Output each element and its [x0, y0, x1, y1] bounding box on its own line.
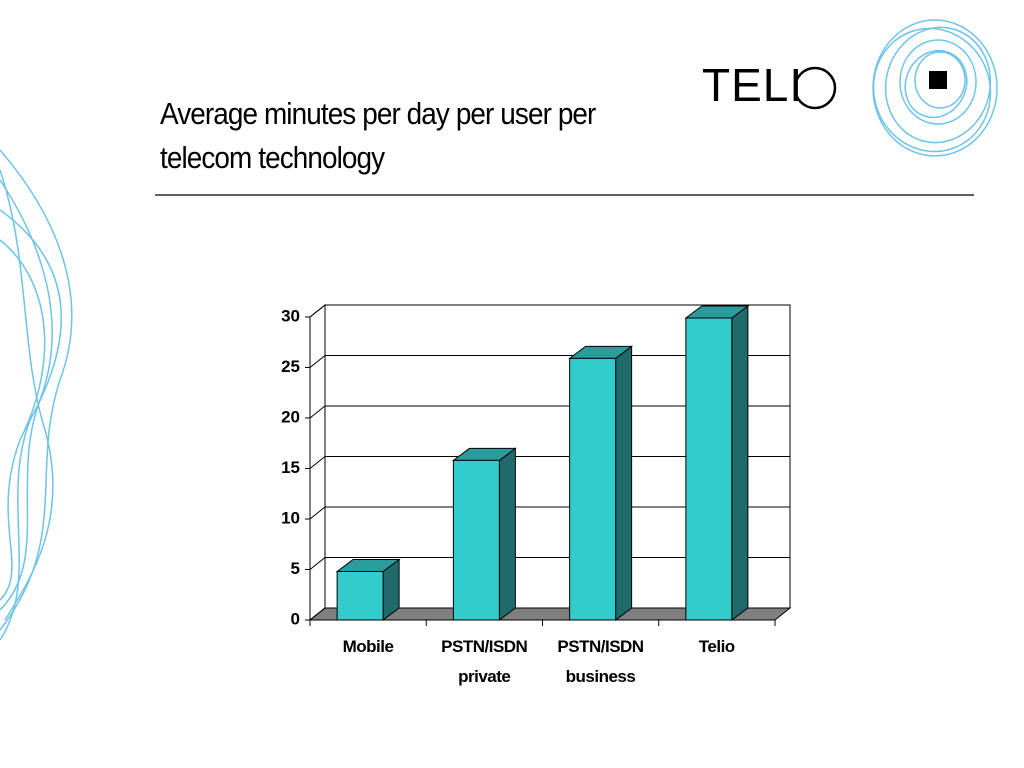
- bar: [335, 558, 401, 621]
- bar-side: [615, 345, 633, 621]
- y-tick-label: 15: [281, 458, 300, 477]
- x-tick-label: PSTN/ISDN business: [557, 637, 644, 686]
- y-tick-label: 5: [291, 559, 300, 578]
- y-tick-label: 0: [291, 609, 300, 628]
- y-tick-label: 20: [281, 407, 300, 426]
- bar-side: [731, 305, 749, 621]
- x-tick-label: Mobile: [342, 637, 394, 656]
- grid-line-side: [309, 355, 326, 368]
- x-tick-label: Telio: [698, 637, 735, 656]
- bar-front: [569, 357, 617, 621]
- bar-front: [452, 459, 500, 621]
- grid-line-side: [309, 607, 326, 621]
- bar: [684, 305, 750, 621]
- logo-square: [929, 71, 947, 89]
- bar: [451, 447, 517, 621]
- y-tick-label: 30: [281, 306, 300, 325]
- logo-text: TELI: [702, 59, 804, 111]
- bar-side: [498, 447, 516, 621]
- bar: [568, 345, 634, 621]
- chart-title: Average minutes per day per user per tel…: [160, 96, 596, 175]
- decor-swirl: [0, 19, 998, 641]
- bar-front: [685, 317, 733, 621]
- x-tick-label: PSTN/ISDN private: [441, 637, 528, 686]
- grid-line-side: [309, 304, 326, 318]
- y-tick-label: 25: [281, 357, 300, 376]
- bar-front: [336, 571, 384, 621]
- logo-circle: [793, 66, 837, 110]
- y-tick-label: 10: [281, 508, 300, 527]
- grid-line-side: [309, 405, 326, 419]
- grid-line-side: [309, 506, 326, 520]
- grid-line-side: [309, 456, 326, 469]
- grid-line-side: [309, 557, 326, 570]
